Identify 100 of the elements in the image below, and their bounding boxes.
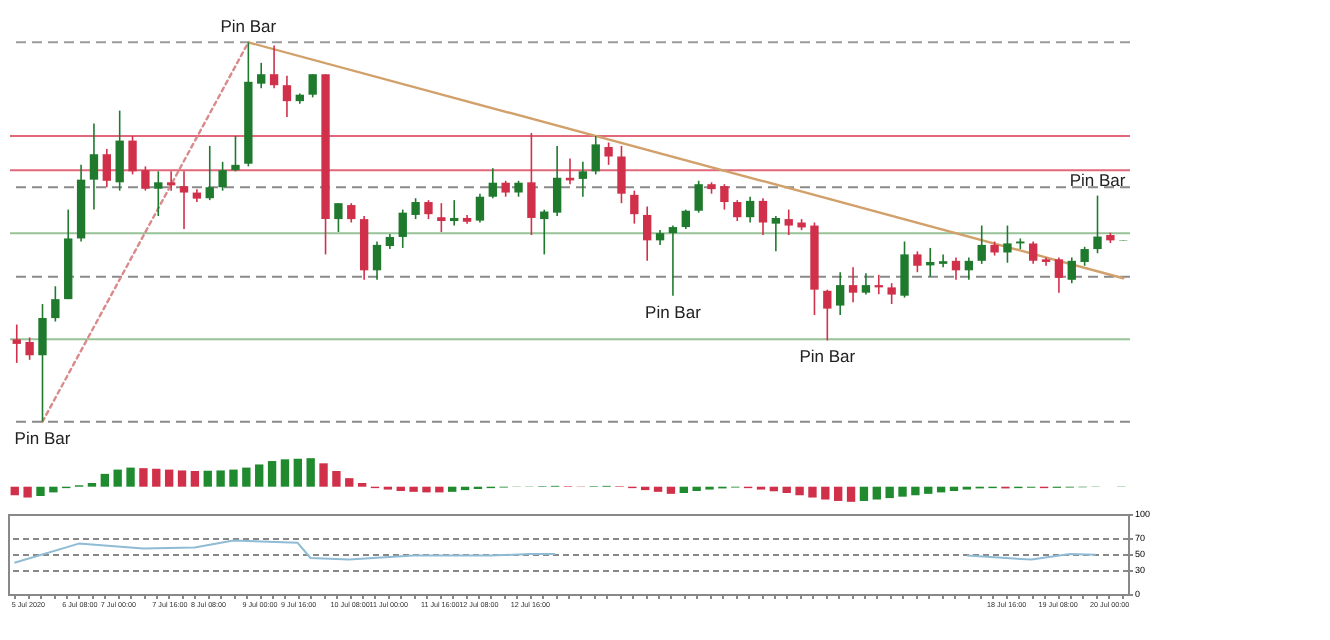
bar xyxy=(911,486,920,496)
bar xyxy=(267,461,277,487)
candlestick xyxy=(437,202,446,233)
candlestick xyxy=(25,336,34,361)
candlestick xyxy=(257,62,266,90)
candlestick xyxy=(694,179,703,214)
bar xyxy=(653,486,663,492)
bar xyxy=(846,486,856,502)
bar xyxy=(448,486,457,492)
bar xyxy=(422,486,431,493)
candlestick xyxy=(51,285,60,323)
bar xyxy=(782,486,791,493)
candlestick xyxy=(166,170,176,192)
bar xyxy=(859,486,869,501)
bar xyxy=(164,469,174,487)
candlestick xyxy=(1003,224,1012,264)
candlestick xyxy=(900,240,909,299)
bar xyxy=(100,473,109,487)
candlestick xyxy=(488,167,497,200)
candlestick xyxy=(269,44,279,90)
candlestick xyxy=(643,205,652,262)
candlestick xyxy=(758,197,768,236)
bar xyxy=(834,486,843,501)
candlestick xyxy=(308,73,317,99)
annotation: Pin Bar xyxy=(645,301,702,322)
candlestick xyxy=(1067,256,1076,285)
candlestick xyxy=(552,145,562,217)
candlestick xyxy=(938,253,948,269)
annotation: Pin Bar xyxy=(799,346,856,367)
bar xyxy=(293,458,302,487)
candlestick xyxy=(861,272,871,296)
annotation: Pin Bar xyxy=(1069,169,1126,190)
bar xyxy=(924,486,933,494)
candlestick xyxy=(836,271,845,316)
bar xyxy=(808,486,817,498)
bar xyxy=(795,486,804,496)
candlestick xyxy=(38,303,47,423)
bar xyxy=(255,464,264,487)
bar xyxy=(345,478,354,487)
candlestick xyxy=(733,199,742,222)
bar xyxy=(872,486,881,500)
candlestick xyxy=(964,256,974,281)
bar xyxy=(177,470,187,487)
candlestick xyxy=(977,224,986,265)
candlestick xyxy=(823,288,832,342)
candlestick xyxy=(784,208,793,236)
candlestick xyxy=(282,74,292,118)
candlestick xyxy=(141,165,150,192)
line-series xyxy=(13,539,557,564)
candlestick xyxy=(398,208,407,249)
bar xyxy=(319,463,328,487)
candlestick xyxy=(205,145,214,201)
candlestick xyxy=(630,189,639,225)
bar xyxy=(435,486,444,493)
candlestick xyxy=(617,145,626,204)
candlestick xyxy=(89,122,99,211)
candlestick xyxy=(128,135,137,176)
candlestick xyxy=(668,224,678,297)
bar xyxy=(229,469,238,487)
bar xyxy=(36,486,45,497)
bar xyxy=(821,486,830,500)
bar xyxy=(152,468,161,487)
candlestick xyxy=(424,199,433,220)
candlestick xyxy=(681,208,690,230)
candlestick xyxy=(450,199,459,227)
candlestick xyxy=(745,195,755,224)
bar xyxy=(113,469,122,487)
candlestick xyxy=(102,148,111,189)
candlestick xyxy=(591,135,600,176)
candlestick xyxy=(218,161,227,192)
candlestick xyxy=(720,183,729,211)
candlestick xyxy=(334,202,343,233)
bar xyxy=(306,458,315,487)
bar xyxy=(49,486,58,493)
bar xyxy=(23,486,32,498)
candlestick xyxy=(372,240,382,281)
candlestick xyxy=(887,282,896,305)
candlestick xyxy=(1093,194,1102,255)
annotation: Pin Bar xyxy=(220,16,277,37)
candlestick xyxy=(12,323,21,364)
bar xyxy=(126,467,135,487)
candlestick xyxy=(1080,245,1089,267)
candlestick xyxy=(179,170,189,230)
candlestick xyxy=(1029,240,1038,265)
candlestick xyxy=(771,215,781,253)
candlestick xyxy=(604,141,613,166)
bar xyxy=(216,470,225,487)
candlestick xyxy=(154,170,163,217)
candlestick xyxy=(527,132,536,236)
bar xyxy=(666,486,676,494)
candlestick xyxy=(347,202,356,224)
bar xyxy=(679,486,688,493)
candlestick xyxy=(411,197,420,220)
candlestick xyxy=(578,161,588,198)
bar xyxy=(139,468,148,487)
bar xyxy=(280,459,290,487)
candlestick xyxy=(231,135,240,173)
candlestick xyxy=(115,109,124,192)
bar xyxy=(332,471,341,487)
candlestick xyxy=(848,266,858,303)
